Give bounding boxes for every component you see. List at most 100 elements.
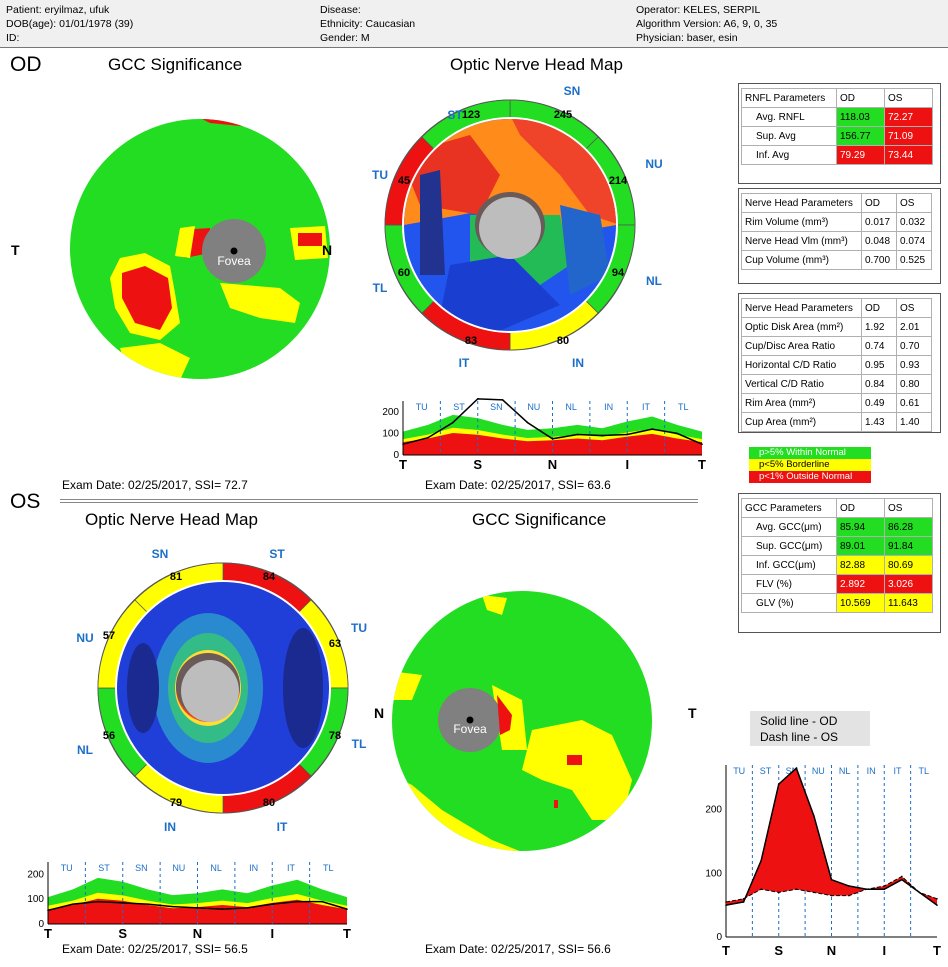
data-point: [346, 908, 348, 910]
od-value-sn: 245: [554, 109, 572, 121]
x-tick-label: I: [882, 943, 886, 958]
od-value-in: 80: [557, 335, 569, 347]
solid-line-legend: Solid line - OD: [760, 714, 838, 728]
x-tick-label: T: [343, 926, 351, 941]
table-cell: 2.892: [836, 574, 885, 594]
x-tick-label: S: [473, 457, 482, 472]
data-point: [501, 399, 504, 401]
sector-label: IT: [287, 863, 296, 873]
table-cell: Nerve Head Vlm (mm³): [741, 231, 862, 251]
sector-label: NL: [210, 863, 222, 873]
table-row: Inf. GCC(μm) 82.88 80.69: [741, 555, 933, 575]
table-row: Avg. RNFL 118.03 72.27: [741, 107, 933, 127]
data-point: [601, 434, 604, 437]
table-header-cell: OS: [884, 498, 933, 518]
sector-label: TU: [416, 402, 428, 412]
data-point: [121, 902, 124, 904]
os-value-st: 84: [263, 571, 276, 583]
table-header-row: Nerve Head Parameters OD OS: [741, 298, 932, 318]
od-sector-nl: NL: [646, 274, 662, 288]
data-point: [901, 875, 903, 878]
table-cell: 118.03: [836, 107, 885, 127]
table-cell: 0.700: [861, 250, 897, 270]
table-cell: Cup/Disc Area Ratio: [741, 336, 862, 356]
data-point: [760, 859, 762, 862]
table-cell: 10.569: [836, 593, 885, 613]
x-tick-label: T: [44, 926, 52, 941]
table-row: Rim Volume (mm³) 0.017 0.032: [741, 212, 932, 232]
table-row: FLV (%) 2.892 3.026: [741, 574, 933, 594]
operator: Operator: KELES, SERPIL: [636, 4, 761, 16]
data-point: [47, 909, 49, 912]
table-row: GLV (%) 10.569 11.643: [741, 593, 933, 613]
table-cell: 82.88: [836, 555, 885, 575]
sector-label: NU: [527, 402, 540, 412]
data-point: [813, 815, 815, 817]
sector-label: IT: [893, 766, 902, 776]
data-point: [742, 901, 745, 903]
table-cell: 0.032: [896, 212, 932, 232]
data-point: [271, 903, 274, 905]
data-point: [777, 783, 780, 785]
data-point: [427, 436, 429, 439]
table-row: Optic Disk Area (mm²) 1.92 2.01: [741, 317, 932, 337]
data-point: [246, 907, 249, 909]
od-gcc-map: Fovea: [70, 119, 330, 379]
sector-label: IN: [604, 402, 613, 412]
table-header-cell: OS: [896, 298, 932, 318]
patient-header: Patient: eryilmaz, ufuk DOB(age): 01/01/…: [0, 0, 948, 48]
od-gcc-title: GCC Significance: [108, 55, 243, 74]
table-header-row: GCC Parameters OD OS: [741, 498, 933, 518]
patient-name: Patient: eryilmaz, ufuk: [6, 4, 110, 16]
y-tick-label: 0: [393, 450, 399, 461]
od-sector-sn: SN: [564, 84, 581, 98]
os-sector-in: IN: [164, 820, 176, 834]
table-cell: 80.69: [884, 555, 933, 575]
od-value-nl: 94: [612, 267, 625, 279]
table-cell: Inf. GCC(μm): [741, 555, 837, 575]
data-point: [725, 904, 727, 906]
data-point: [813, 891, 815, 894]
os-gcc-nasal-label: N: [374, 705, 385, 721]
os-value-nl: 56: [103, 730, 115, 742]
data-point: [777, 891, 780, 894]
x-tick-label: N: [193, 926, 202, 941]
table-cell: 85.94: [836, 517, 885, 537]
comparison-legend: Solid line - OD Dash line - OS: [750, 711, 870, 746]
data-point: [795, 767, 798, 769]
od-sector-st: ST: [447, 108, 463, 122]
os-eye-label: OS: [10, 490, 41, 513]
table-cell: Cup Area (mm²): [741, 412, 862, 432]
sector-label: NL: [839, 766, 851, 776]
data-point: [452, 421, 454, 424]
data-point: [146, 903, 149, 905]
os-sector-nu: NU: [76, 631, 93, 645]
data-point: [848, 894, 850, 897]
sector-label: TL: [919, 766, 930, 776]
physician: Physician: baser, esin: [636, 32, 738, 44]
data-point: [936, 897, 938, 900]
table-cell: Horizontal C/D Ratio: [741, 355, 862, 375]
od-value-nu: 214: [609, 175, 628, 187]
os-sector-tu: TU: [351, 621, 367, 635]
table-cell: 0.048: [861, 231, 897, 251]
sector-label: ST: [453, 402, 465, 412]
table-cell: Inf. Avg: [741, 145, 837, 165]
sector-label: ST: [98, 863, 110, 873]
od-eye-label: OD: [10, 53, 42, 76]
table-cell: FLV (%): [741, 574, 837, 594]
table-cell: 0.80: [896, 374, 932, 394]
sector-label: SN: [490, 402, 503, 412]
y-tick-label: 100: [382, 428, 399, 439]
x-tick-label: N: [827, 943, 836, 958]
od-sector-in: IN: [572, 356, 584, 370]
data-point: [742, 897, 745, 900]
od-value-st: 123: [462, 109, 480, 121]
table-cell: 1.92: [861, 317, 897, 337]
sector-label: IN: [867, 766, 876, 776]
sector-label: NL: [565, 402, 577, 412]
os-onh-map: SN ST TU TL IT IN NL NU 81 84 63 78 80 7…: [76, 547, 367, 834]
table-header-cell: GCC Parameters: [741, 498, 837, 518]
data-point: [848, 885, 850, 887]
